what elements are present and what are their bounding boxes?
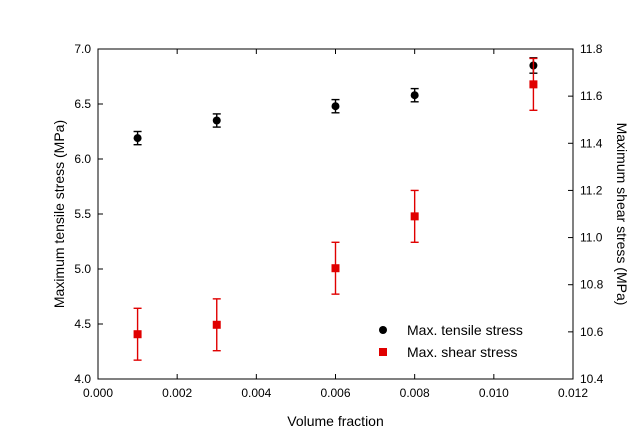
x-tick-label: 0.012 — [558, 386, 588, 400]
legend-marker-shear — [379, 348, 387, 356]
data-point — [331, 102, 340, 111]
y-right-tick-label: 11.2 — [580, 183, 603, 197]
data-point — [133, 330, 142, 339]
y-right-tick-label: 11.4 — [580, 136, 603, 150]
y-left-tick-label: 4.5 — [74, 317, 91, 331]
legend-label-shear: Max. shear stress — [407, 344, 517, 360]
x-tick-label: 0.004 — [241, 386, 271, 400]
y-left-tick-label: 5.0 — [74, 262, 91, 276]
y-left-tick-label: 4.0 — [74, 372, 91, 386]
x-tick-label: 0.008 — [400, 386, 430, 400]
x-tick-label: 0.010 — [479, 386, 509, 400]
y-right-tick-label: 10.6 — [580, 325, 604, 339]
series-tensile — [133, 57, 538, 146]
y-right-tick-label: 10.8 — [580, 278, 604, 292]
data-point — [529, 80, 538, 89]
x-tick-label: 0.000 — [83, 386, 113, 400]
x-tick-label: 0.006 — [320, 386, 350, 400]
legend-label-tensile: Max. tensile stress — [407, 322, 523, 338]
x-tick-label: 0.002 — [162, 386, 192, 400]
y-right-tick-label: 11.0 — [580, 231, 603, 245]
y-right-tick-label: 10.4 — [580, 372, 604, 386]
y-right-tick-label: 11.8 — [580, 42, 603, 56]
data-point — [212, 116, 221, 125]
legend-marker-tensile — [379, 326, 387, 334]
x-axis-title: Volume fraction — [287, 413, 384, 429]
y-left-tick-label: 6.5 — [74, 97, 91, 111]
data-point — [410, 212, 419, 221]
data-point — [410, 91, 419, 100]
y-right-axis-title: Maximum shear stress (MPa) — [614, 123, 627, 306]
y-left-tick-label: 7.0 — [74, 42, 91, 56]
data-point — [331, 264, 340, 273]
axis-ticks: 0.000 0.002 0.004 0.006 0.008 0.010 0.012 4.0 4.… — [74, 42, 603, 400]
y-left-axis-title: Maximum tensile stress (MPa) — [51, 120, 67, 308]
series-shear — [133, 57, 538, 361]
legend: Max. tensile stress Max. shear stress — [379, 322, 523, 360]
y-left-tick-label: 5.5 — [74, 207, 91, 221]
data-marks — [133, 57, 538, 361]
y-right-tick-label: 11.6 — [580, 89, 603, 103]
data-point — [212, 320, 221, 329]
y-left-tick-label: 6.0 — [74, 152, 91, 166]
data-point — [133, 134, 142, 143]
